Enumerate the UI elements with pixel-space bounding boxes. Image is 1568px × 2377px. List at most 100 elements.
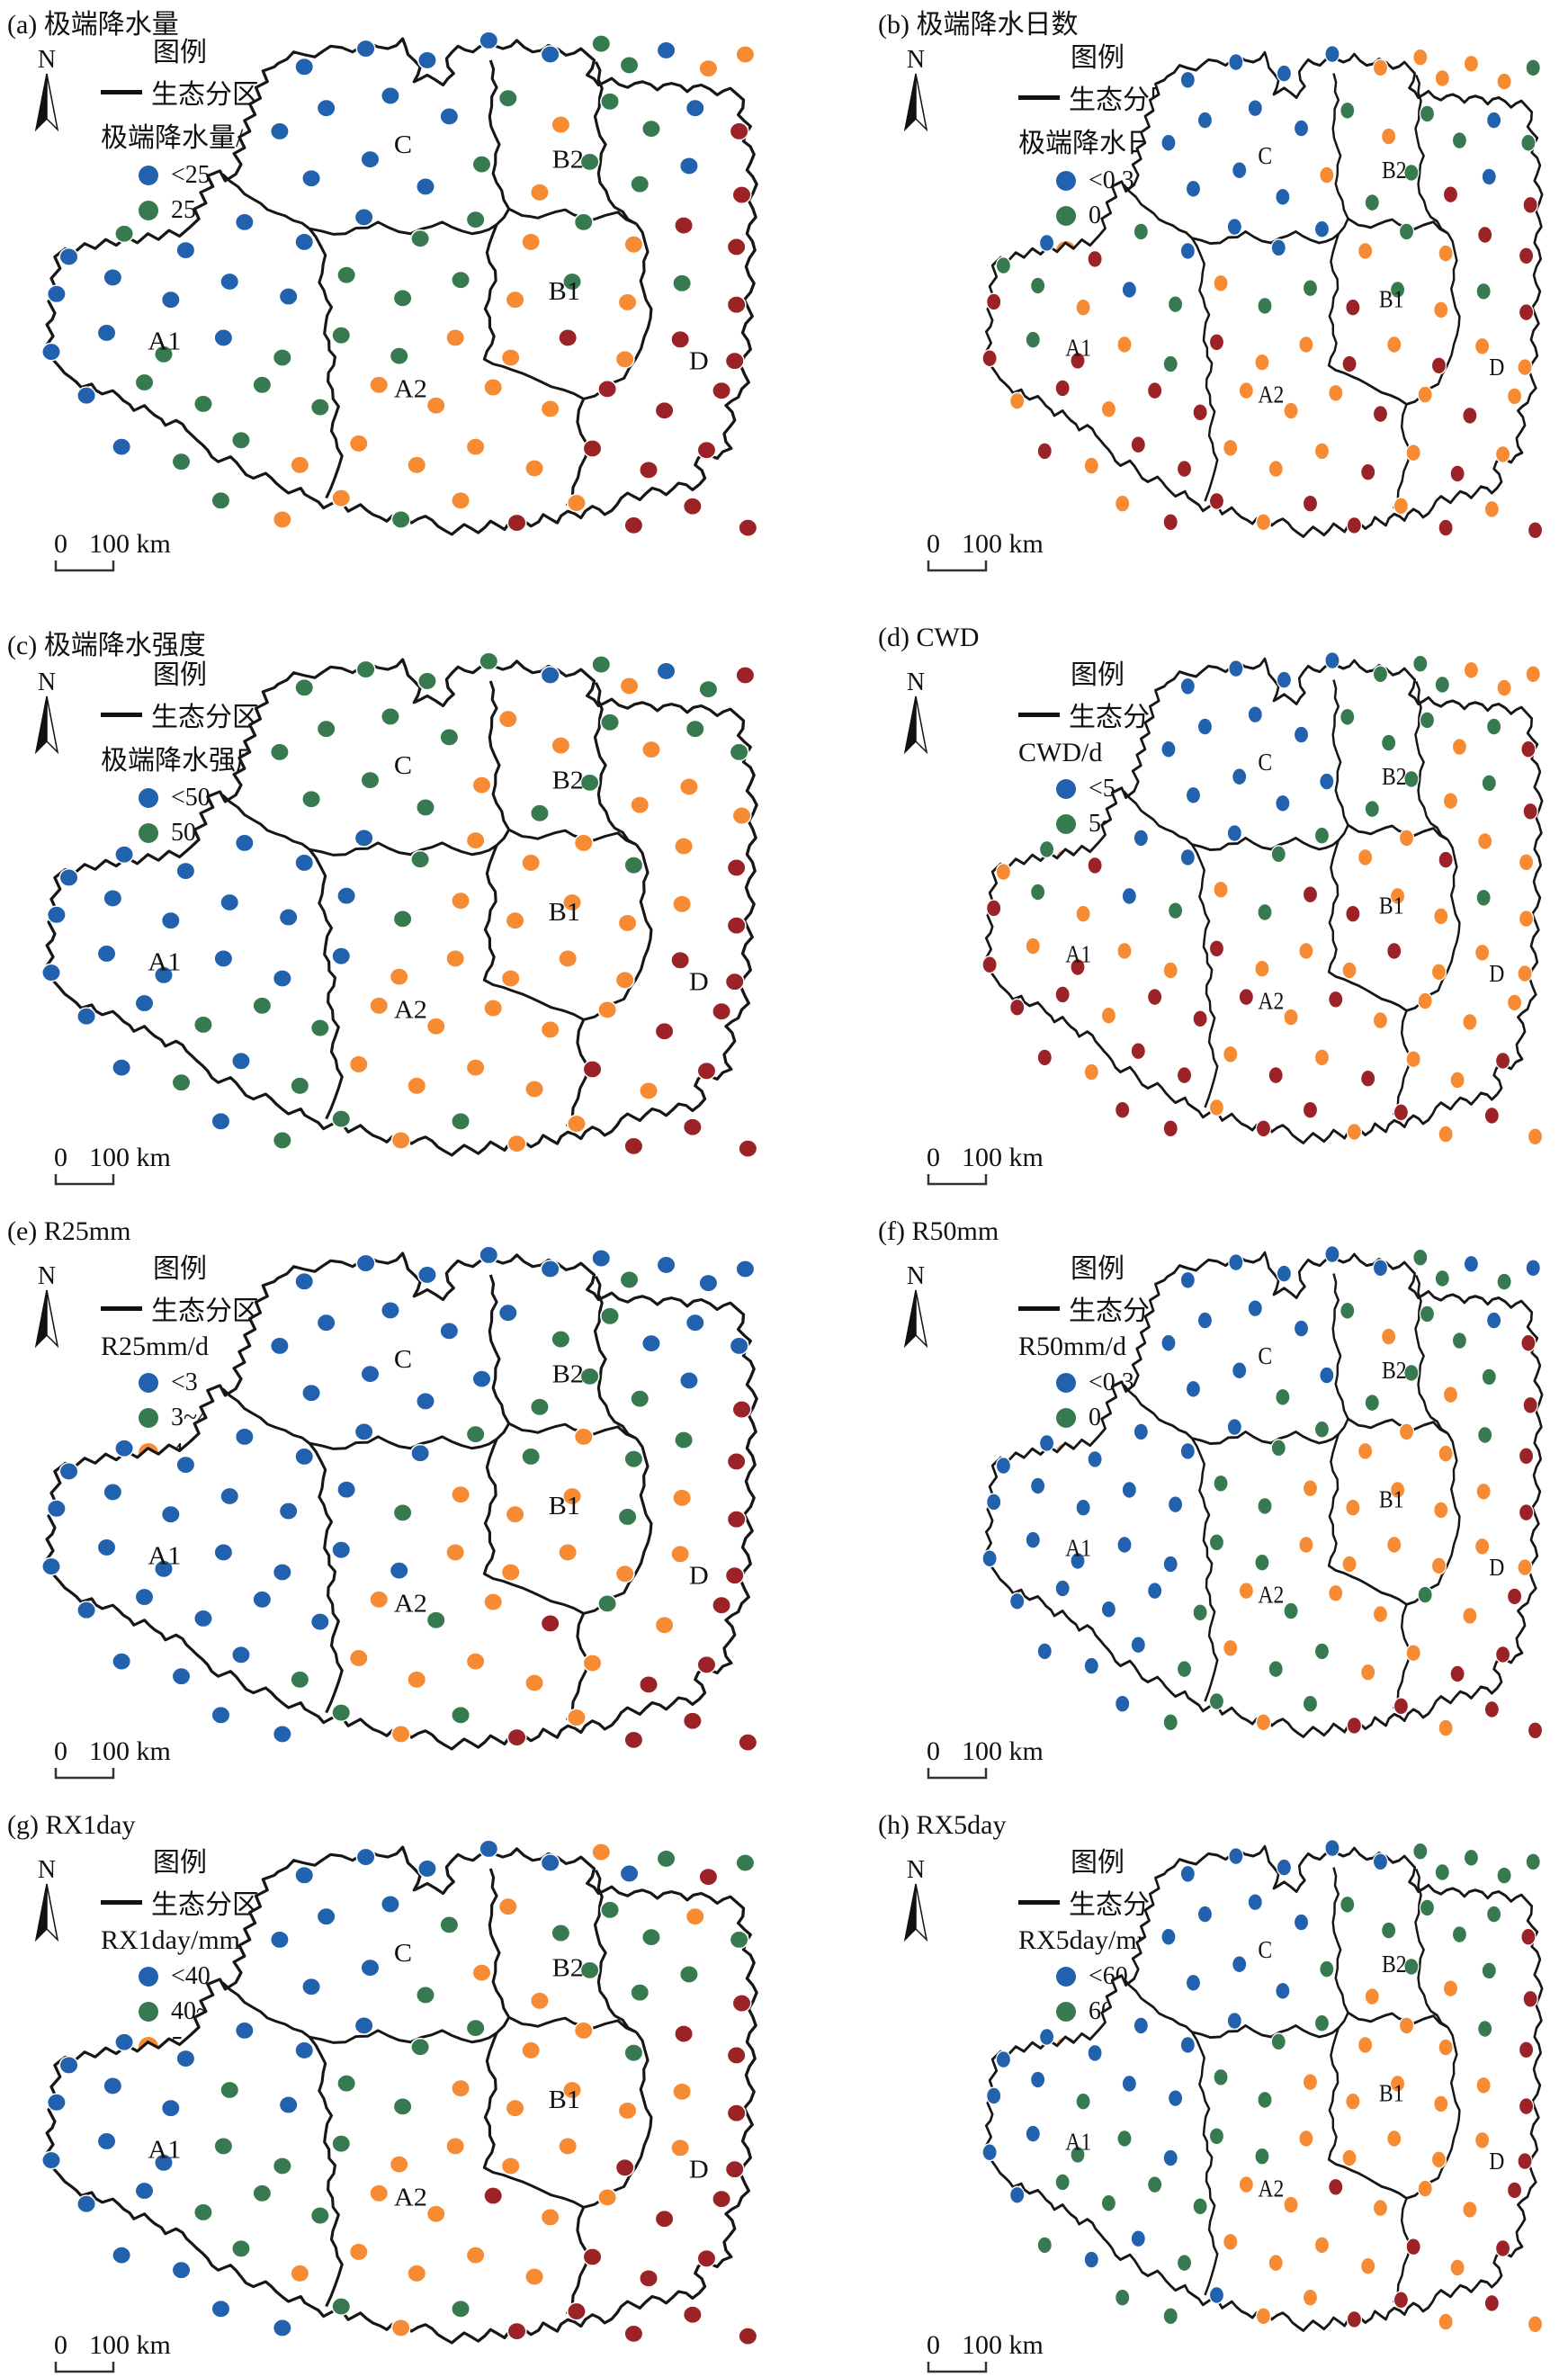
- station-dot: [213, 949, 234, 968]
- station-dot: [160, 290, 181, 309]
- region-label: B1: [1379, 2079, 1404, 2107]
- station-dot: [278, 2095, 299, 2114]
- station-dot: [451, 891, 471, 910]
- station-dot: [220, 272, 240, 292]
- station-dot: [619, 677, 640, 695]
- station-dot: [1364, 1987, 1380, 2006]
- station-dot: [1525, 1259, 1541, 1278]
- station-dot: [1360, 1663, 1376, 1682]
- station-dot: [134, 2181, 155, 2201]
- station-dot: [623, 1449, 644, 1469]
- station-dot: [1270, 2032, 1286, 2051]
- station-dot: [1268, 1065, 1284, 1085]
- legend-item: <25: [139, 161, 398, 190]
- station-dot: [630, 795, 650, 815]
- station-dot: [269, 1930, 290, 1950]
- station-dot: [1192, 1603, 1208, 1622]
- station-dot: [500, 348, 521, 367]
- scale-zero-label: 0: [927, 529, 940, 559]
- station-dot: [1417, 1585, 1433, 1604]
- ecoregion-boundary: [1327, 233, 1408, 406]
- station-dot: [1346, 1716, 1363, 1736]
- station-dot: [1518, 302, 1535, 322]
- station-dot: [445, 1543, 466, 1562]
- station-dot: [389, 967, 409, 987]
- legend-class-dot-icon: [1056, 779, 1076, 799]
- station-dot: [1398, 222, 1415, 241]
- zone-line-swatch: [101, 712, 142, 717]
- station-dot: [623, 1136, 644, 1156]
- station-dot: [1451, 1924, 1468, 1944]
- station-dot: [1313, 826, 1331, 845]
- station-dot: [360, 1958, 381, 1978]
- station-dot: [1232, 1955, 1248, 1974]
- ecoregion-map: A1 A2 B1 B2 C D: [40, 651, 758, 1158]
- station-dot: [678, 1371, 699, 1390]
- station-dot: [175, 240, 196, 260]
- station-dot: [1185, 179, 1202, 199]
- station-dot: [670, 950, 691, 970]
- station-dot: [1417, 385, 1433, 404]
- station-dot: [1162, 1713, 1178, 1732]
- station-dot: [735, 1260, 756, 1278]
- station-dot: [1254, 353, 1270, 372]
- station-dot: [1313, 1420, 1331, 1439]
- region-label: B1: [549, 1493, 580, 1520]
- station-dot: [1451, 1331, 1468, 1350]
- station-dot: [1247, 1893, 1263, 1912]
- station-dot: [451, 2078, 471, 2098]
- station-dot: [617, 1507, 638, 1527]
- station-dot: [738, 518, 758, 537]
- station-dot: [1213, 880, 1229, 899]
- station-dot: [389, 346, 409, 366]
- station-dot: [1075, 904, 1091, 923]
- station-dot: [1372, 404, 1389, 424]
- station-dot: [1179, 848, 1196, 867]
- station-dot: [619, 1864, 640, 1883]
- station-dot: [591, 1843, 612, 1861]
- station-dot: [1255, 513, 1272, 532]
- station-dot: [355, 39, 376, 58]
- station-dot: [1389, 280, 1406, 300]
- station-dot: [1496, 72, 1512, 91]
- station-dot: [995, 862, 1012, 882]
- ecoregion-boundary: [482, 845, 585, 1021]
- station-dot: [1324, 1838, 1340, 1858]
- legend-title: 图例: [1071, 1848, 1124, 1878]
- station-dot: [1340, 1895, 1356, 1915]
- station-dot: [1341, 961, 1357, 980]
- station-dot: [726, 1510, 747, 1529]
- station-dot: [1345, 298, 1361, 317]
- station-dot: [1255, 1119, 1272, 1138]
- station-dot: [1340, 1301, 1356, 1321]
- station-dot: [1302, 2073, 1319, 2092]
- region-label: A1: [148, 948, 181, 976]
- station-dot: [220, 892, 240, 912]
- station-dot: [1520, 1927, 1537, 1946]
- ecoregion-map: A1 A2 B1 B2 C D: [981, 1838, 1544, 2334]
- legend-class-label: <50: [171, 784, 211, 812]
- station-dot: [540, 1614, 560, 1633]
- zone-line-swatch: [1018, 1899, 1060, 1905]
- station-dot: [1346, 1122, 1363, 1142]
- station-dot: [654, 1021, 675, 1041]
- region-label: B1: [549, 899, 580, 927]
- station-dot: [579, 1960, 600, 1980]
- station-dot: [1226, 823, 1242, 843]
- scale-bar: 0 100 km: [927, 2332, 1044, 2373]
- station-dot: [451, 490, 471, 510]
- station-dot: [415, 1986, 436, 2005]
- zone-line-swatch: [101, 1899, 142, 1905]
- station-dot: [1192, 1009, 1208, 1028]
- station-dot: [96, 2131, 117, 2151]
- region-label: D: [689, 347, 709, 375]
- station-dot: [672, 1488, 693, 1508]
- station-dot: [331, 946, 352, 966]
- station-dot: [1486, 1905, 1502, 1924]
- station-dot: [1438, 2312, 1454, 2331]
- station-dot: [617, 913, 638, 933]
- station-dot: [524, 459, 545, 478]
- station-dot: [712, 381, 732, 400]
- station-dot: [1275, 187, 1291, 206]
- station-dot: [551, 736, 571, 755]
